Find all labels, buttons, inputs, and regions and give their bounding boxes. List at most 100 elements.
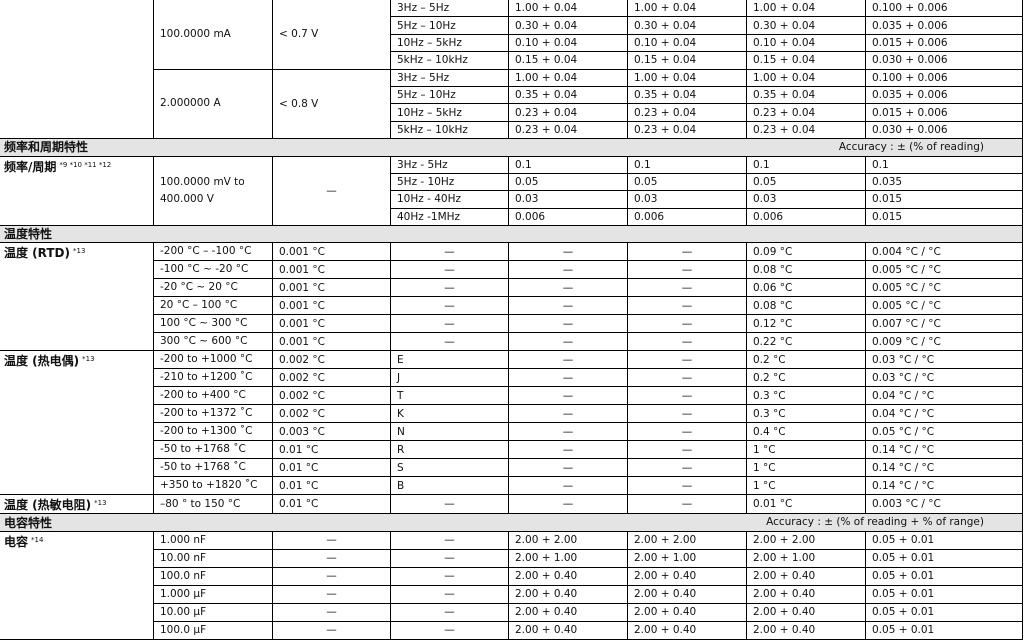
value-cell: 40Hz -1MHz — [390, 207, 509, 227]
value-cell: 0.03 — [508, 190, 628, 209]
table-row: -100 °C ~ -20 °C 0.001 °C — — —0.08 °C 0.005 … — [0, 260, 1023, 280]
range-cell: -200 °C – -100 °C — [153, 242, 273, 262]
range-cell: 100.0000 mA — [153, 0, 273, 70]
resolution-cell: < 0.7 V — [272, 0, 391, 70]
section-title: 电容特性 — [4, 515, 53, 530]
section-header: 温度特性 — [0, 225, 1023, 244]
value-cell: 0.35 + 0.04 — [746, 85, 866, 105]
value-cell: — — [627, 260, 747, 280]
table-row: -200 to +1300 ˚C 0.003 °C N — —0.4 °C 0.05 °C… — [0, 422, 1023, 442]
value-cell: 0.006 — [746, 207, 866, 227]
value-cell: 0.10 + 0.04 — [746, 33, 866, 53]
value-cell: — — [390, 566, 509, 586]
resolution-cell: — — [272, 602, 391, 622]
table-row: 10Hz – 5kHz 0.23 + 0.04 0.23 + 0.04 0.23 + … — [0, 103, 1023, 122]
range-cell: –80 ° to 150 °C — [153, 494, 273, 515]
value-cell: 2.00 + 1.00 — [746, 548, 866, 568]
value-cell: 0.05 — [627, 172, 747, 192]
resolution-cell: 0.001 °C — [272, 278, 391, 298]
value-cell: 5kHz – 10kHz — [390, 51, 509, 70]
value-cell: 0.035 + 0.006 — [865, 85, 1023, 105]
value-cell: 0.03 °C / °C — [865, 350, 1023, 370]
value-cell: 0.23 + 0.04 — [508, 103, 628, 122]
value-cell: — — [627, 368, 747, 388]
resolution-cell: < 0.8 V — [272, 68, 391, 140]
value-cell: 0.015 + 0.006 — [865, 33, 1023, 53]
range-cell: 1.000 nF — [153, 530, 273, 550]
value-cell: 0.009 °C / °C — [865, 332, 1023, 352]
value-cell: — — [390, 620, 509, 640]
range-cell: 2.000000 A — [153, 68, 273, 140]
value-cell: — — [508, 458, 628, 478]
resolution-cell: 0.002 °C — [272, 386, 391, 406]
value-cell: — — [627, 476, 747, 496]
value-cell: 1.00 + 0.04 — [746, 68, 866, 87]
value-cell: 2.00 + 0.40 — [627, 566, 747, 586]
value-cell: 0.4 °C — [746, 422, 866, 442]
value-cell: 1.00 + 0.04 — [627, 68, 747, 87]
range-cell: 20 °C – 100 °C — [153, 296, 273, 316]
value-cell: 0.2 °C — [746, 350, 866, 370]
value-cell: 0.04 °C / °C — [865, 404, 1023, 424]
function-label-cell: 温度 (热电偶) *13 — [0, 350, 154, 496]
range-cell: -200 to +1372 ˚C — [153, 404, 273, 424]
value-cell: 0.35 + 0.04 — [627, 85, 747, 105]
resolution-cell: 0.001 °C — [272, 296, 391, 316]
value-cell: — — [508, 296, 628, 316]
value-cell: — — [390, 260, 509, 280]
value-cell: 2.00 + 0.40 — [746, 566, 866, 586]
value-cell: K — [390, 404, 509, 424]
footnote-ref: *9 *10 *11 *12 — [59, 160, 112, 169]
value-cell: 2.00 + 2.00 — [508, 530, 628, 550]
value-cell: — — [390, 548, 509, 568]
value-cell: 0.100 + 0.006 — [865, 68, 1023, 87]
value-cell: 2.00 + 2.00 — [627, 530, 747, 550]
value-cell: J — [390, 368, 509, 388]
value-cell: 3Hz - 5Hz — [390, 155, 509, 174]
value-cell: 0.05 + 0.01 — [865, 548, 1023, 568]
table-row: -50 to +1768 ˚C 0.01 °C S — —1 °C 0.14 °C / °… — [0, 458, 1023, 478]
value-cell: 0.14 °C / °C — [865, 476, 1023, 496]
value-cell: — — [627, 314, 747, 334]
value-cell: 0.23 + 0.04 — [627, 120, 747, 140]
value-cell: 2.00 + 0.40 — [508, 620, 628, 640]
value-cell: 0.006 — [627, 207, 747, 227]
value-cell: — — [627, 278, 747, 298]
range-cell: -210 to +1200 ˚C — [153, 368, 273, 388]
table-row: 20 °C – 100 °C 0.001 °C — — —0.08 °C 0.005 °C… — [0, 296, 1023, 316]
value-cell: 0.030 + 0.006 — [865, 51, 1023, 70]
range-cell: -50 to +1768 ˚C — [153, 458, 273, 478]
value-cell: 0.015 — [865, 190, 1023, 209]
value-cell: 2.00 + 0.40 — [746, 620, 866, 640]
range-cell: -200 to +1300 ˚C — [153, 422, 273, 442]
section-title: 温度特性 — [4, 227, 53, 242]
value-cell: 0.005 °C / °C — [865, 260, 1023, 280]
value-cell: — — [508, 494, 628, 515]
table-row: -200 to +1372 ˚C 0.002 °C K — —0.3 °C 0.04 °C… — [0, 404, 1023, 424]
value-cell: 0.08 °C — [746, 260, 866, 280]
value-cell: 0.10 + 0.04 — [627, 33, 747, 53]
value-cell: — — [508, 260, 628, 280]
value-cell: — — [390, 314, 509, 334]
value-cell: 0.15 + 0.04 — [627, 51, 747, 70]
resolution-cell: — — [272, 155, 391, 227]
table-row: 10.00 µF — —2.00 + 0.40 2.00 + 0.40 2.00 + 0… — [0, 602, 1023, 622]
value-cell: 0.05 — [508, 172, 628, 192]
section-header-row: 温度特性 — [0, 225, 1023, 244]
value-cell: 0.12 °C — [746, 314, 866, 334]
range-cell: 100 °C ~ 300 °C — [153, 314, 273, 334]
value-cell: 0.30 + 0.04 — [627, 16, 747, 35]
value-cell: — — [508, 476, 628, 496]
value-cell: N — [390, 422, 509, 442]
range-cell: 100.0000 mV to 400.000 V — [153, 155, 273, 227]
value-cell: — — [390, 602, 509, 622]
resolution-cell: — — [272, 530, 391, 550]
value-cell: 0.15 + 0.04 — [508, 51, 628, 70]
value-cell: 0.08 °C — [746, 296, 866, 316]
value-cell: 0.35 + 0.04 — [508, 85, 628, 105]
value-cell: 2.00 + 0.40 — [508, 566, 628, 586]
resolution-cell: 0.002 °C — [272, 350, 391, 370]
value-cell: 1.00 + 0.04 — [627, 0, 747, 18]
value-cell: — — [390, 584, 509, 604]
value-cell: 0.015 — [865, 207, 1023, 227]
